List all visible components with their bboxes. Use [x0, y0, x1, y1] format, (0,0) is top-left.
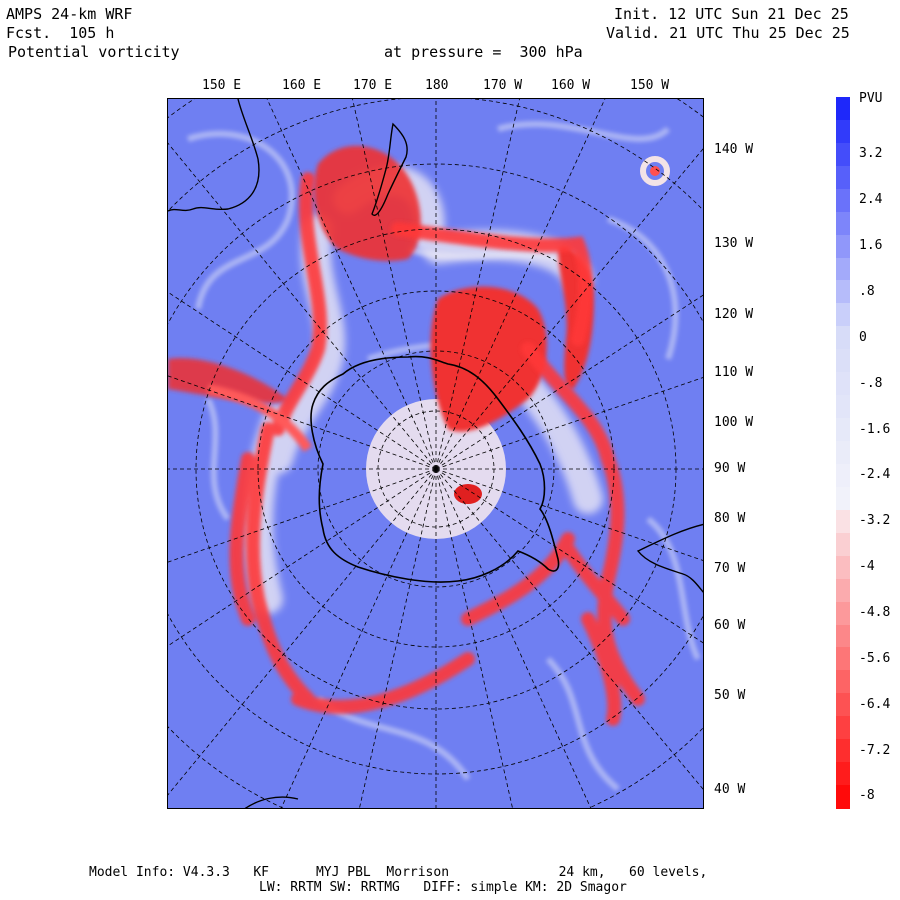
- colorbar-cell: [836, 372, 850, 396]
- map-canvas: [168, 99, 703, 808]
- colorbar-label: -4: [859, 559, 875, 575]
- side-label-140w: 140 W: [714, 142, 754, 157]
- colorbar-cell: [836, 693, 850, 717]
- colorbar-cell: [836, 647, 850, 671]
- pressure-level: at pressure = 300 hPa: [384, 43, 583, 61]
- colorbar-cell: [836, 441, 850, 465]
- colorbar-cell: [836, 739, 850, 763]
- init-time: Init. 12 UTC Sun 21 Dec 25: [614, 5, 849, 23]
- side-label-100w: 100 W: [714, 415, 754, 430]
- side-label-110w: 110 W: [714, 365, 754, 380]
- colorbar-cell: [836, 303, 850, 327]
- colorbar-label: -7.2: [859, 742, 891, 758]
- colorbar-cell: [836, 509, 850, 534]
- meridians: [168, 99, 703, 808]
- colorbar-label: 1.6: [859, 238, 883, 254]
- colorbar-cell: [836, 486, 850, 511]
- valid-time: Valid. 21 UTC Thu 25 Dec 25: [606, 24, 850, 42]
- side-label-40w: 40 W: [714, 782, 746, 797]
- colorbar-cell: [836, 670, 850, 694]
- negative-pv-bands: [229, 172, 645, 726]
- colorbar-label: 2.4: [859, 192, 883, 208]
- colorbar-cell: [836, 716, 850, 740]
- model-info-line1: Model Info: V4.3.3 KF MYJ PBL Morrison 2…: [89, 865, 708, 880]
- australia-coastline: [168, 99, 260, 212]
- colorbar-label: -2.4: [859, 467, 891, 483]
- colorbar-cell: [836, 349, 850, 373]
- colorbar: [836, 97, 850, 809]
- colorbar-label: 0: [859, 329, 867, 345]
- colorbar-cell: [836, 624, 850, 649]
- new-zealand-coastline: [371, 122, 408, 216]
- side-label-60w: 60 W: [714, 618, 746, 633]
- model-info-line2: LW: RRTM SW: RRTMG DIFF: simple KM: 2D S…: [259, 880, 627, 895]
- colorbar-cell: [836, 785, 850, 809]
- colorbar-cell: [836, 762, 850, 786]
- colorbar-cell: [836, 395, 850, 419]
- colorbar-label: -8: [859, 788, 875, 803]
- colorbar-label: -4.8: [859, 605, 891, 621]
- side-label-50w: 50 W: [714, 688, 746, 703]
- vortex-ring: [640, 156, 670, 186]
- colorbar-cell: [836, 555, 850, 580]
- colorbar-cell: [836, 601, 850, 626]
- lon-label-170e: 170 E: [353, 78, 393, 93]
- colorbar-cell: [836, 142, 850, 167]
- side-label-70w: 70 W: [714, 561, 746, 576]
- colorbar-cell: [836, 578, 850, 603]
- lon-label-180: 180: [425, 78, 449, 93]
- colorbar-cell: [836, 463, 850, 488]
- lon-label-170w: 170 W: [483, 78, 523, 93]
- colorbar-cell: [836, 257, 850, 282]
- side-label-80w: 80 W: [714, 511, 746, 526]
- colorbar-label: -1.6: [859, 421, 891, 437]
- colorbar-cell: [836, 326, 850, 350]
- vortex-core: [650, 166, 660, 176]
- colorbar-cell: [836, 165, 850, 190]
- side-label-90w: 90 W: [714, 461, 746, 476]
- south-america-coastline: [636, 523, 703, 593]
- colorbar-label: -3.2: [859, 513, 891, 529]
- colorbar-label: -.8: [859, 375, 883, 391]
- lon-label-150w: 150 W: [630, 78, 670, 93]
- colorbar-cell: [836, 532, 850, 557]
- pole-vortex: [454, 484, 482, 504]
- colorbar-cell: [836, 188, 850, 213]
- lon-label-160w: 160 W: [551, 78, 591, 93]
- colorbar-label: -6.4: [859, 696, 891, 712]
- colorbar-cell: [836, 418, 850, 442]
- colorbar-cell: [836, 211, 850, 236]
- pv-map: [167, 98, 704, 809]
- side-label-120w: 120 W: [714, 307, 754, 322]
- lon-label-160e: 160 E: [282, 78, 322, 93]
- colorbar-cell: [836, 97, 850, 121]
- colorbar-cell: [836, 234, 850, 259]
- colorbar-label: -5.6: [859, 650, 891, 666]
- field-name: Potential vorticity: [8, 43, 180, 61]
- bottom-coastline: [244, 796, 299, 808]
- lon-label-150e: 150 E: [202, 78, 242, 93]
- forecast-hour: Fcst. 105 h: [6, 24, 115, 42]
- model-title: AMPS 24-km WRF: [6, 5, 133, 23]
- colorbar-unit: PVU: [859, 91, 883, 106]
- colorbar-cell: [836, 119, 850, 144]
- colorbar-cell: [836, 280, 850, 304]
- antarctica-coastline: [310, 355, 560, 583]
- colorbar-label: .8: [859, 283, 875, 299]
- colorbar-label: 3.2: [859, 146, 883, 162]
- side-label-130w: 130 W: [714, 236, 754, 251]
